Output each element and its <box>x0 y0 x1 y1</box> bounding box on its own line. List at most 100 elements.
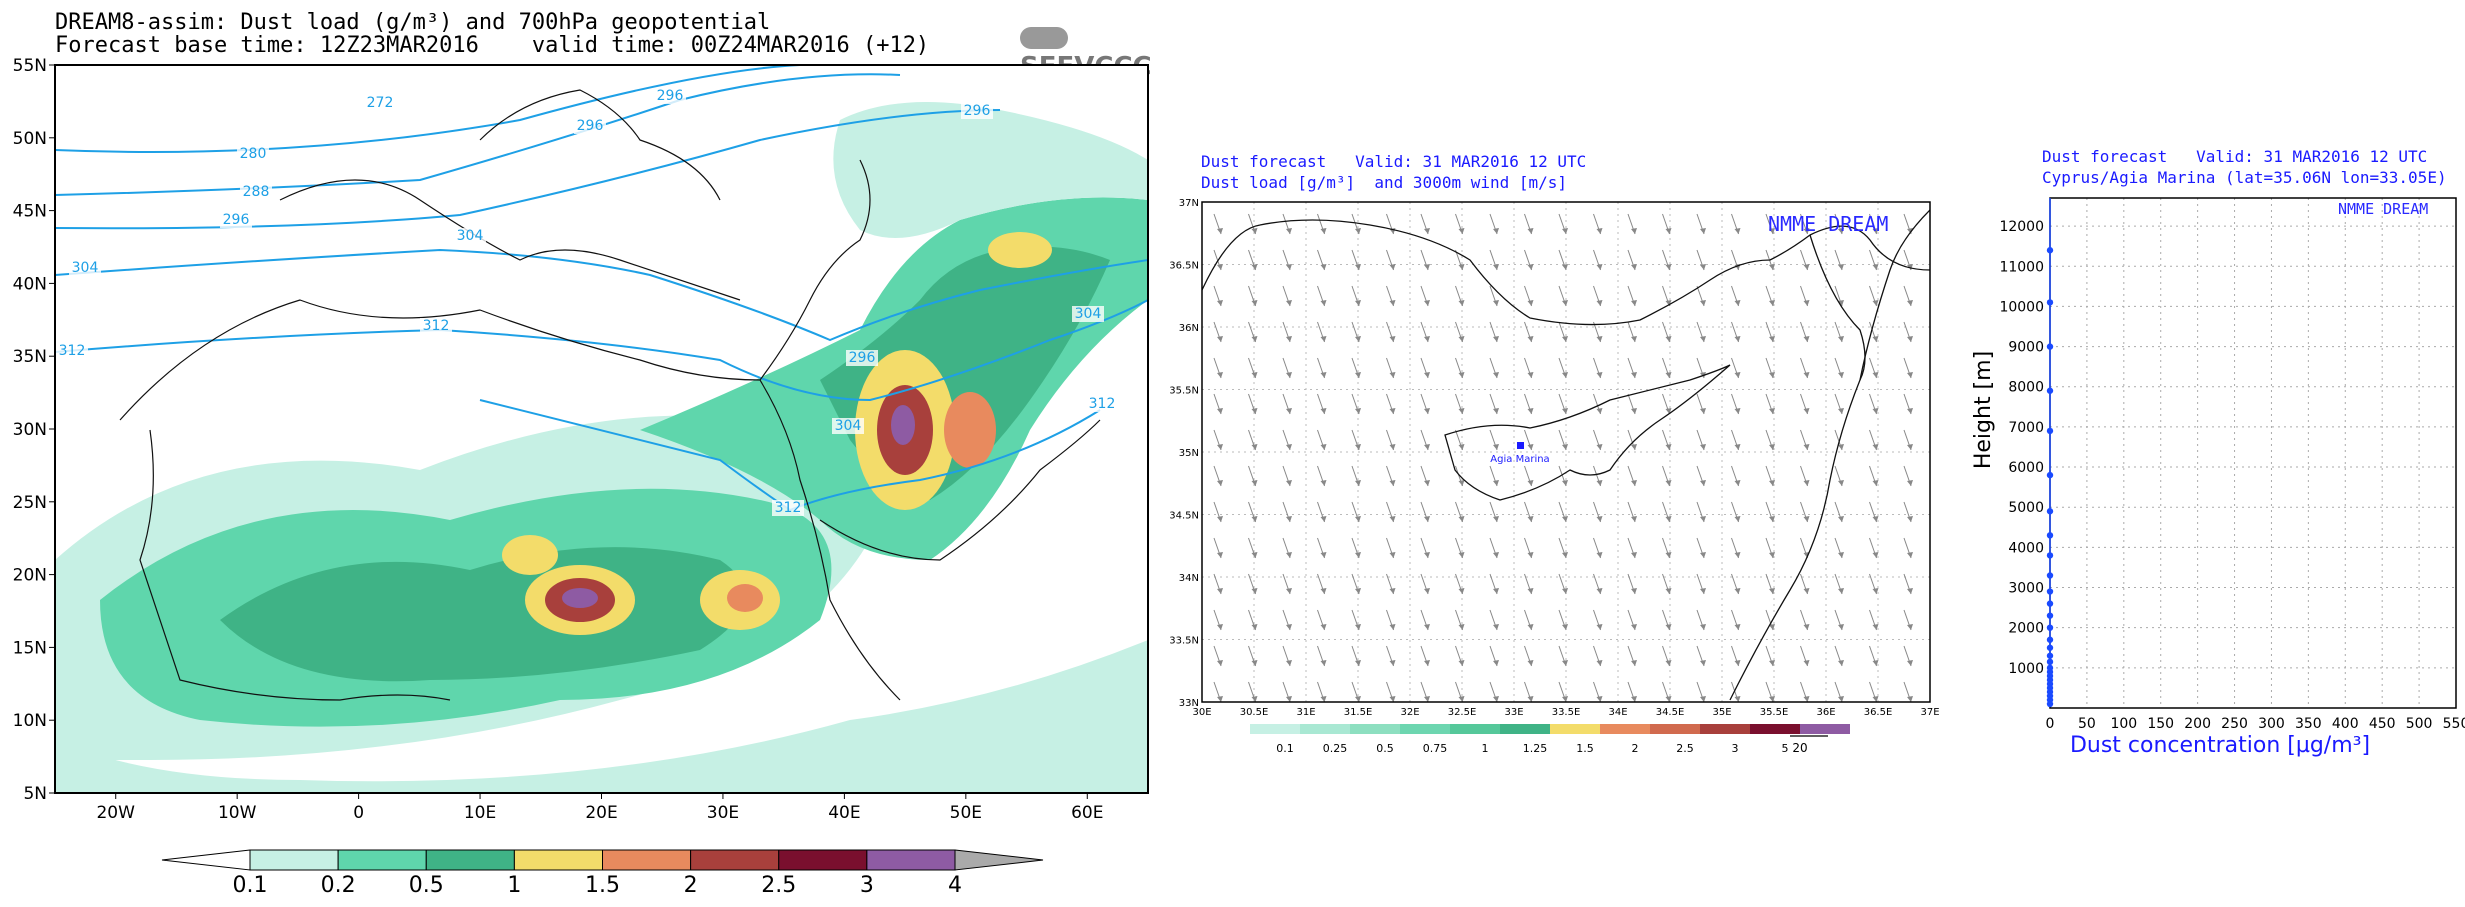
wind-arrow-head <box>1803 336 1810 342</box>
profile-y-label: 8000 <box>2008 380 2044 396</box>
cyprus-lon-label: 30E <box>1192 707 1211 718</box>
wind-arrow-head <box>1320 444 1327 450</box>
cyprus-lon-label: 34E <box>1608 707 1627 718</box>
cyprus-lon-label: 31E <box>1296 707 1315 718</box>
profile-panel: Dust forecast Valid: 31 MAR2016 12 UTC C… <box>1970 0 2465 907</box>
wind-arrow-head <box>1493 444 1499 450</box>
contour-label-bg <box>420 318 452 334</box>
contour-label: 296 <box>964 103 991 119</box>
cyprus-colorbar-swatch <box>1700 724 1750 734</box>
contour-label: 296 <box>657 88 684 104</box>
wind-arrow-head <box>1251 624 1258 630</box>
wind-arrow-head <box>1700 552 1706 558</box>
contour-label-bg <box>240 184 272 200</box>
wind-arrow-head <box>1769 516 1775 522</box>
cyprus-colorbar-label: 1.25 <box>1523 742 1548 755</box>
wind-arrow-head <box>1527 372 1534 378</box>
cyprus-coastlines <box>1202 209 1930 701</box>
wind-arrow-head <box>1631 300 1637 306</box>
profile-y-label: 4000 <box>2008 540 2044 556</box>
profile-y-label: 1000 <box>2008 661 2044 677</box>
profile-point <box>2046 636 2054 643</box>
wind-arrow-head <box>1838 696 1844 702</box>
wind-arrow-head <box>1872 372 1879 378</box>
cyprus-title-line2: Dust load [g/m³] and 3000m wind [m/s] <box>1201 173 1568 192</box>
profile-point <box>2046 552 2054 559</box>
lat-label: 10N <box>13 711 47 731</box>
profile-ylabel: Height [m] <box>1971 351 1996 469</box>
contour-label-bg <box>364 95 396 111</box>
wind-arrow-head <box>1389 588 1396 594</box>
wind-arrow-head <box>1631 552 1637 558</box>
wind-arrow-head <box>1355 264 1361 270</box>
cyprus-colorbar-label: 3 <box>1732 742 1739 755</box>
hotspot-caspian <box>988 232 1052 268</box>
cyprus-watermark: NMME DREAM <box>1768 212 1889 236</box>
wind-arrow-head <box>1734 552 1741 558</box>
lat-label: 30N <box>13 420 47 440</box>
cyprus-colorbar-swatch <box>1500 724 1550 734</box>
wind-arrow-head <box>1320 696 1327 702</box>
cyprus-lat-label: 34.5N <box>1170 511 1199 522</box>
wind-arrow-head <box>1251 264 1258 270</box>
wind-arrow-head <box>1286 516 1292 522</box>
wind-arrow-head <box>1320 480 1327 486</box>
lon-label: 40E <box>828 803 860 823</box>
profile-x-label: 350 <box>2295 716 2322 732</box>
wind-arrow-head <box>1734 372 1741 378</box>
wind-arrow-head <box>1700 480 1706 486</box>
wind-arrow-head <box>1596 660 1603 666</box>
colorbar-swatch <box>337 849 427 871</box>
wind-arrow-head <box>1562 480 1568 486</box>
wind-arrow-head <box>1665 264 1672 270</box>
lat-label: 25N <box>13 493 47 513</box>
contour-label: 312 <box>775 500 802 516</box>
wind-arrow-head <box>1734 300 1741 306</box>
wind-arrow-head <box>1734 336 1741 342</box>
wind-arrow-head <box>1631 372 1637 378</box>
cyprus-colorbar-label: 2 <box>1632 742 1639 755</box>
wind-arrow-head <box>1769 228 1775 234</box>
cyprus-lon-label: 32.5E <box>1448 707 1477 718</box>
profile-y-label: 6000 <box>2008 460 2044 476</box>
wind-arrow-head <box>1251 300 1258 306</box>
wind-arrow-head <box>1251 372 1258 378</box>
cyprus-lat-label: 33N <box>1179 698 1199 709</box>
wind-arrow-head <box>1251 516 1258 522</box>
wind-arrow-head <box>1631 264 1637 270</box>
wind-arrow-head <box>1251 480 1258 486</box>
wind-arrow-head <box>1424 408 1430 414</box>
profile-point <box>2046 427 2054 435</box>
wind-arrow-head <box>1389 552 1396 558</box>
wind-arrow-head <box>1562 408 1568 414</box>
wind-arrow-head <box>1665 372 1672 378</box>
wind-arrow-head <box>1286 336 1292 342</box>
lat-label: 40N <box>13 274 47 294</box>
wind-arrow-head <box>1700 588 1706 594</box>
profile-point <box>2046 247 2054 254</box>
wind-arrow-head <box>1217 588 1223 594</box>
wind-arrow-head <box>1907 660 1913 666</box>
wind-arrow-head <box>1424 516 1430 522</box>
wind-arrow-head <box>1562 660 1568 666</box>
cyprus-lon-label: 34.5E <box>1656 707 1685 718</box>
wind-arrow-head <box>1355 696 1361 702</box>
wind-arrow-head <box>1631 336 1637 342</box>
wind-arrow-head <box>1389 336 1396 342</box>
cyprus-colorbar-swatch <box>1550 724 1600 734</box>
wind-arrow-head <box>1251 444 1258 450</box>
contour-label: 312 <box>1089 396 1116 412</box>
cyprus-lon-label: 32E <box>1400 707 1419 718</box>
wind-arrow-head <box>1907 300 1913 306</box>
wind-arrow-head <box>1493 408 1499 414</box>
contour-label: 304 <box>457 228 484 244</box>
wind-arrow-head <box>1217 408 1223 414</box>
wind-arrow-head <box>1527 516 1534 522</box>
wind-arrow-head <box>1527 300 1534 306</box>
profile-point <box>2046 612 2054 619</box>
wind-arrow-head <box>1389 516 1396 522</box>
contour-label: 272 <box>367 95 394 111</box>
wind-arrow-head <box>1424 264 1430 270</box>
cyprus-lat-label: 34N <box>1179 573 1199 584</box>
wind-arrow-head <box>1562 264 1568 270</box>
